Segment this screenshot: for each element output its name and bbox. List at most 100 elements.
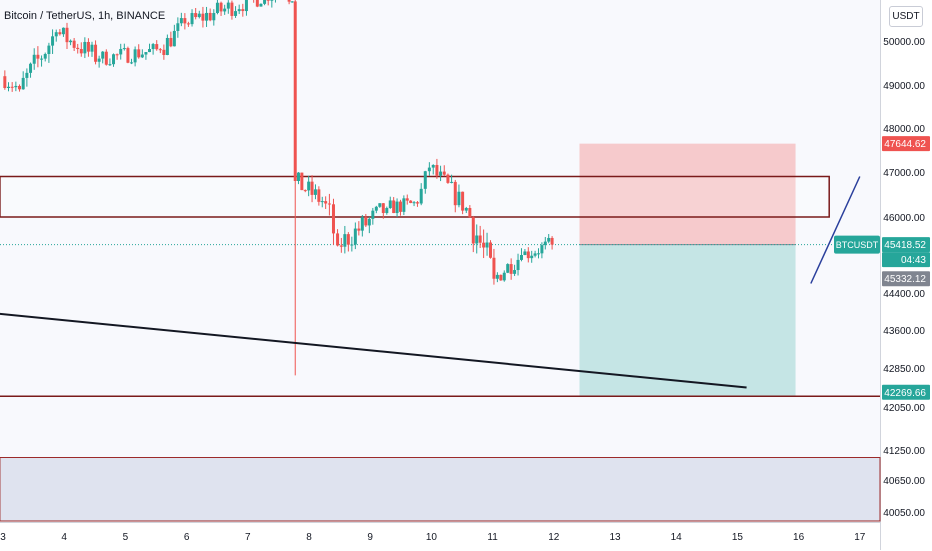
- candle-body: [155, 44, 159, 50]
- time-tick: 8: [306, 532, 312, 543]
- candle-body: [126, 48, 130, 63]
- time-tick: 6: [184, 532, 190, 543]
- candle-body: [259, 3, 263, 7]
- candle-body: [523, 251, 527, 255]
- candle-body: [176, 23, 180, 31]
- candle-body: [86, 41, 90, 52]
- candle-body: [381, 203, 385, 213]
- candle-body: [540, 245, 544, 254]
- candle-body: [169, 37, 173, 47]
- candle-body: [104, 51, 108, 65]
- candle-body: [398, 201, 402, 212]
- price-label-countdown: 04:43: [901, 255, 926, 266]
- candle-body: [270, 0, 274, 1]
- candle-body: [506, 264, 510, 273]
- candle-body: [431, 164, 435, 168]
- candle-body: [419, 188, 423, 204]
- candle-body: [293, 1, 297, 182]
- time-tick: 10: [426, 532, 438, 543]
- candle-body: [492, 257, 496, 279]
- candle-body: [446, 174, 450, 183]
- price-tick: 40650.00: [883, 476, 925, 487]
- candle-body: [97, 58, 101, 62]
- candle-body: [186, 23, 190, 25]
- candle-body: [14, 85, 18, 88]
- time-tick: 14: [671, 532, 683, 543]
- candle-body: [51, 36, 55, 46]
- candle-body: [158, 49, 162, 51]
- candle-body: [237, 9, 241, 12]
- candle-body: [485, 242, 489, 248]
- candle-body: [343, 234, 347, 247]
- candle-body: [395, 201, 399, 214]
- currency-button[interactable]: USDT: [889, 6, 923, 27]
- candle-body: [364, 217, 368, 226]
- candle-body: [162, 49, 166, 55]
- price-tick: 46000.00: [883, 213, 925, 224]
- candle-body: [215, 2, 219, 14]
- candle-body: [409, 200, 413, 203]
- candle-body: [241, 9, 245, 12]
- candle-body: [405, 198, 409, 201]
- candle-body: [310, 181, 314, 195]
- candle-body: [415, 202, 419, 204]
- candle-body: [101, 51, 105, 59]
- candle-body: [36, 54, 40, 59]
- candle-body: [83, 41, 87, 54]
- candle-body: [371, 210, 375, 219]
- time-tick: 11: [487, 532, 498, 543]
- price-label-bg-gray: [882, 271, 930, 287]
- time-scale[interactable]: [0, 522, 880, 551]
- candle-body: [119, 48, 123, 55]
- candle-body: [43, 54, 47, 59]
- candle-body: [543, 241, 547, 246]
- candle-body: [18, 85, 22, 90]
- candle-body: [287, 0, 291, 2]
- candle-body: [533, 253, 537, 256]
- candle-body: [547, 237, 551, 242]
- candle-body: [7, 86, 11, 89]
- candle-body: [140, 54, 144, 58]
- time-tick: 4: [61, 532, 67, 543]
- candle-body: [367, 218, 371, 226]
- price-tick: 42850.00: [883, 364, 925, 375]
- candle-body: [10, 86, 14, 88]
- time-tick: 9: [367, 532, 373, 543]
- candle-body: [148, 49, 152, 53]
- candle-body: [453, 181, 457, 206]
- candle-body: [499, 274, 503, 281]
- candle-body: [296, 172, 300, 181]
- candle-body: [197, 13, 201, 18]
- candle-body: [29, 63, 33, 73]
- candle-body: [137, 49, 141, 58]
- price-label-target: 42269.66: [884, 388, 926, 399]
- candle-body: [509, 264, 513, 274]
- candle-body: [3, 76, 7, 89]
- price-tick: 48000.00: [883, 124, 925, 135]
- trendline-black: [0, 312, 747, 389]
- candle-body: [300, 172, 304, 191]
- candle-body: [266, 0, 270, 1]
- candle-body: [450, 181, 454, 183]
- candle-body: [112, 54, 116, 65]
- candle-body: [76, 47, 80, 50]
- candle-body: [478, 235, 482, 243]
- candle-body: [230, 2, 234, 16]
- candle-body: [385, 208, 389, 213]
- price-label-bg-target: [882, 384, 930, 400]
- candle-body: [90, 44, 94, 52]
- time-tick: 17: [854, 532, 866, 543]
- plot-area[interactable]: [0, 0, 880, 522]
- candle-body: [212, 13, 216, 21]
- candle-body: [324, 201, 328, 204]
- price-label-bg-countdown: [882, 252, 930, 268]
- candle-body: [303, 190, 307, 192]
- candle-body: [374, 206, 378, 211]
- time-tick: 15: [732, 532, 744, 543]
- candle-body: [353, 228, 357, 245]
- candle-body: [172, 30, 176, 47]
- candle-body: [115, 54, 119, 56]
- resistance-zone: [0, 175, 830, 218]
